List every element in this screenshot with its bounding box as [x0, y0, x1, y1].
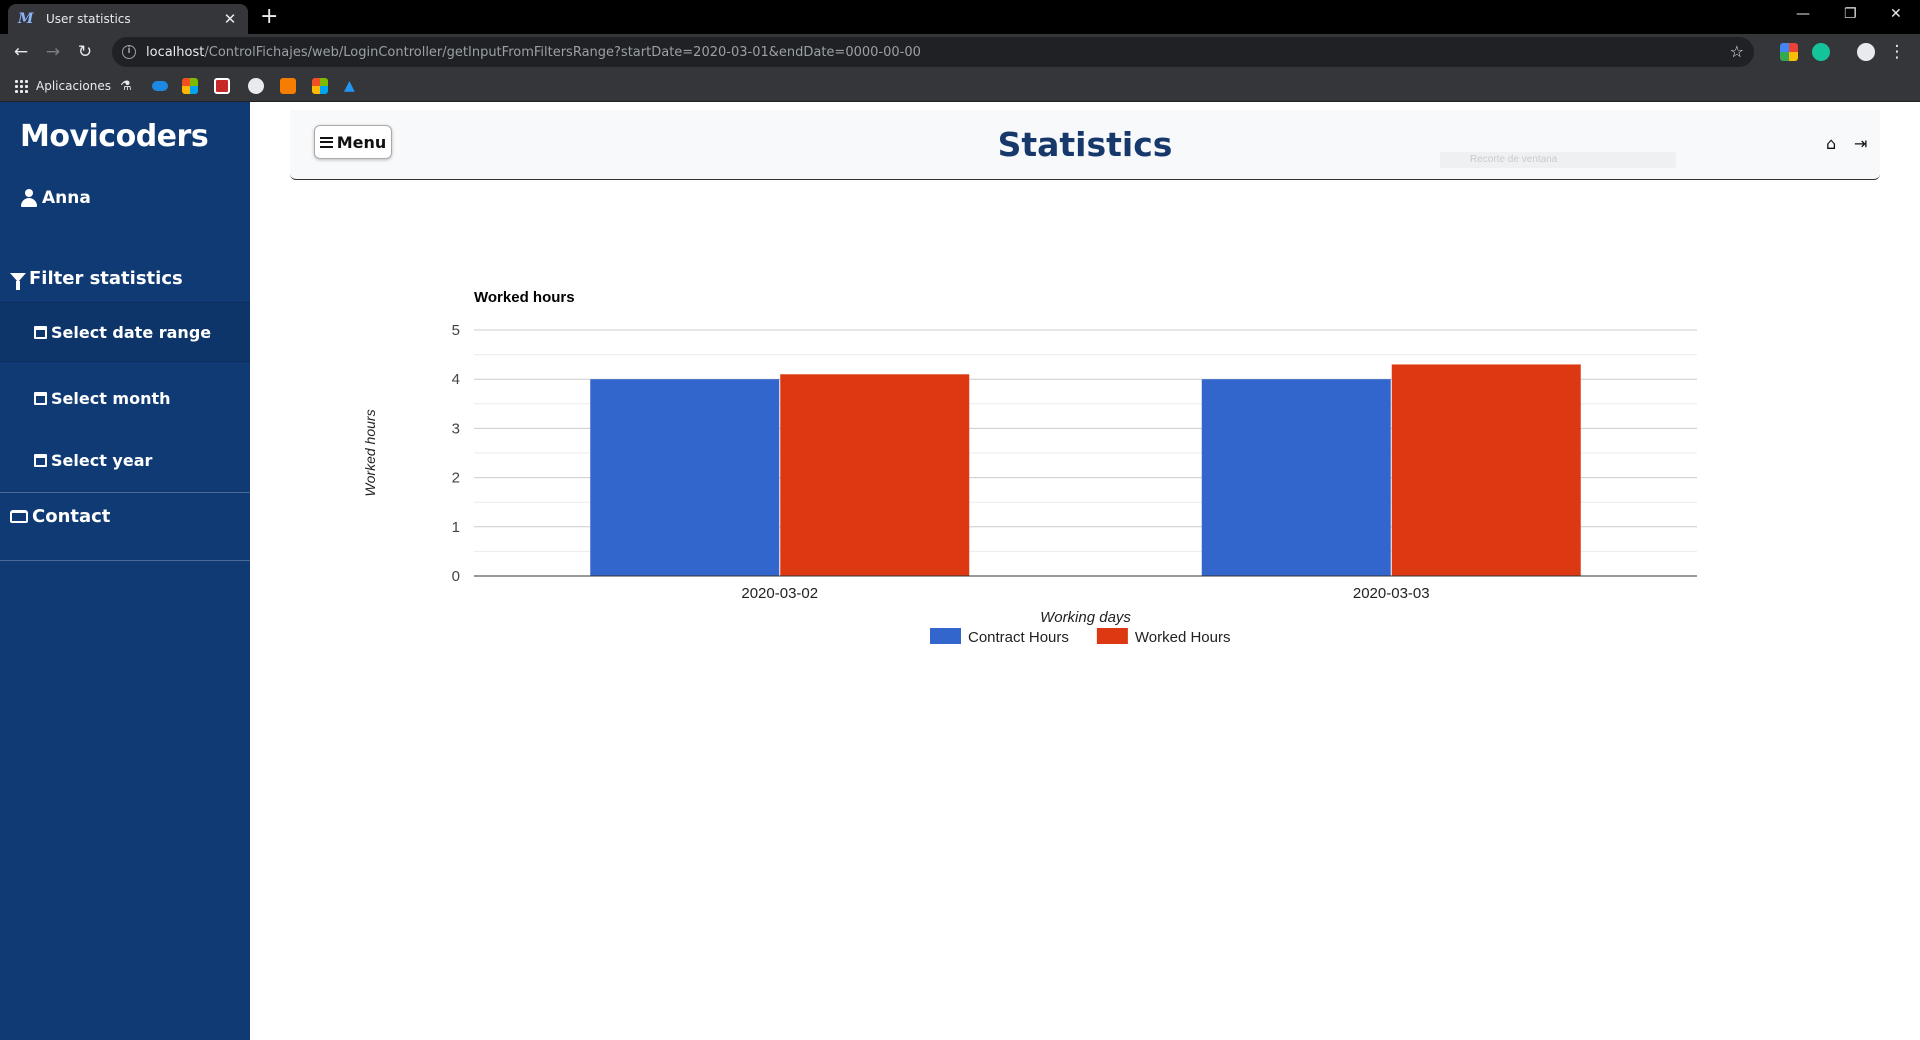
bookmark-blogger-icon[interactable]: [280, 77, 296, 95]
calendar-icon: [34, 453, 47, 467]
bar-contract-hours: [1201, 379, 1391, 576]
new-tab-button[interactable]: +: [260, 4, 279, 29]
app: Movicoders Anna Filter statistics Select…: [0, 102, 1920, 1040]
user-name: Anna: [42, 188, 91, 208]
home-icon[interactable]: ⌂: [1826, 134, 1837, 153]
menu-button-label: Menu: [336, 132, 387, 152]
y-axis-label: Worked hours: [362, 409, 378, 496]
filter-statistics-heading[interactable]: Filter statistics: [10, 268, 183, 290]
sidebar-item-contact[interactable]: Contact: [10, 506, 110, 527]
calendar-icon: [34, 325, 47, 339]
bookmark-star-icon[interactable]: ☆: [1729, 42, 1744, 61]
user-icon: [20, 189, 38, 207]
extension-icon[interactable]: [1780, 43, 1798, 61]
legend-swatch: [1096, 628, 1128, 644]
y-tick-label: 5: [452, 322, 460, 339]
sidebar-divider: [0, 560, 250, 561]
minimize-window-icon[interactable]: —: [1796, 6, 1810, 22]
profile-avatar-icon[interactable]: [1857, 43, 1875, 61]
page-title: Statistics: [997, 125, 1173, 164]
bookmark-apps-label: Aplicaciones: [36, 79, 111, 93]
bookmark-microsoft-icon[interactable]: [182, 77, 198, 95]
site-favicon-icon: M: [18, 11, 34, 27]
url-host: localhost: [146, 44, 205, 60]
close-tab-icon[interactable]: ✕: [223, 10, 237, 28]
bookmark-app-icon[interactable]: [214, 77, 230, 95]
legend-swatch: [930, 628, 961, 644]
sidebar-item-date-range[interactable]: Select date range: [0, 302, 250, 362]
y-tick-label: 1: [452, 519, 460, 536]
menu-button[interactable]: Menu: [314, 125, 392, 159]
legend-label: Worked Hours: [1135, 629, 1231, 646]
sidebar-item-month[interactable]: Select month: [0, 368, 250, 428]
y-tick-label: 4: [452, 371, 460, 388]
bookmark-office-icon[interactable]: [312, 77, 328, 95]
close-window-icon[interactable]: ✕: [1890, 6, 1902, 22]
sidebar-item-label: Select year: [51, 450, 153, 470]
grammarly-icon[interactable]: [1812, 43, 1830, 61]
hamburger-icon: [319, 136, 333, 148]
inbox-icon: [10, 510, 28, 523]
sidebar-divider: [0, 492, 250, 493]
legend-label: Contract Hours: [968, 629, 1069, 646]
browser-tab-strip: M User statistics ✕ + — ❐ ✕: [0, 0, 1920, 34]
worked-hours-chart: Worked hours 0 1 2 3 4 5 2020-03-02 2020-03-03…: [362, 289, 1697, 646]
tab-title: User statistics: [46, 12, 131, 26]
brand-logo[interactable]: Movicoders: [20, 119, 209, 154]
user-profile[interactable]: Anna: [20, 188, 91, 208]
filter-icon: [10, 273, 26, 290]
sidebar: Movicoders Anna Filter statistics Select…: [0, 102, 250, 1040]
browser-menu-icon[interactable]: ⋮: [1888, 42, 1906, 62]
y-tick-label: 0: [452, 568, 460, 585]
x-axis-label: Working days: [1040, 609, 1131, 626]
chart-title: Worked hours: [474, 289, 575, 306]
bookmark-lab-icon[interactable]: ⚗: [120, 78, 132, 94]
sidebar-item-label: Select month: [51, 388, 171, 408]
bookmark-onedrive-icon[interactable]: [152, 77, 168, 95]
apps-grid-icon: [14, 79, 28, 93]
restore-window-icon[interactable]: ❐: [1844, 6, 1857, 22]
y-tick-label: 3: [452, 420, 460, 437]
address-bar[interactable]: i localhost/ControlFichajes/web/LoginCon…: [112, 37, 1754, 67]
browser-tab[interactable]: M User statistics ✕: [8, 4, 248, 34]
x-tick-label: 2020-03-03: [1353, 585, 1430, 602]
sidebar-item-year[interactable]: Select year: [0, 430, 250, 490]
back-icon[interactable]: ←: [13, 42, 29, 62]
url-path: /ControlFichajes/web/LoginController/get…: [204, 44, 921, 60]
forward-icon[interactable]: →: [45, 42, 61, 62]
y-tick-label: 2: [452, 470, 460, 487]
bar-contract-hours: [590, 379, 780, 576]
calendar-icon: [34, 391, 47, 405]
logout-icon[interactable]: ⇥: [1854, 134, 1868, 153]
browser-toolbar: ← → ↻ i localhost/ControlFichajes/web/Lo…: [0, 34, 1920, 70]
bookmark-apps[interactable]: Aplicaciones: [14, 77, 111, 95]
contact-label: Contact: [32, 506, 111, 527]
bookmarks-bar: Aplicaciones ⚗ ▲: [0, 70, 1920, 102]
main-content: Menu Statistics Recorte de ventana ⌂ ⇥ W…: [250, 102, 1920, 1040]
bookmark-github-icon[interactable]: [248, 77, 264, 95]
window-capture-overlay: Recorte de ventana: [1440, 152, 1676, 168]
bar-worked-hours: [1391, 364, 1581, 576]
reload-icon[interactable]: ↻: [77, 42, 93, 62]
bookmark-azure-icon[interactable]: ▲: [344, 78, 355, 94]
x-tick-label: 2020-03-02: [741, 585, 818, 602]
sidebar-item-label: Select date range: [51, 322, 212, 342]
filter-heading-label: Filter statistics: [29, 268, 183, 289]
site-info-icon[interactable]: i: [122, 45, 136, 59]
page-header: Menu Statistics Recorte de ventana ⌂ ⇥: [290, 110, 1880, 180]
bar-worked-hours: [780, 374, 970, 576]
